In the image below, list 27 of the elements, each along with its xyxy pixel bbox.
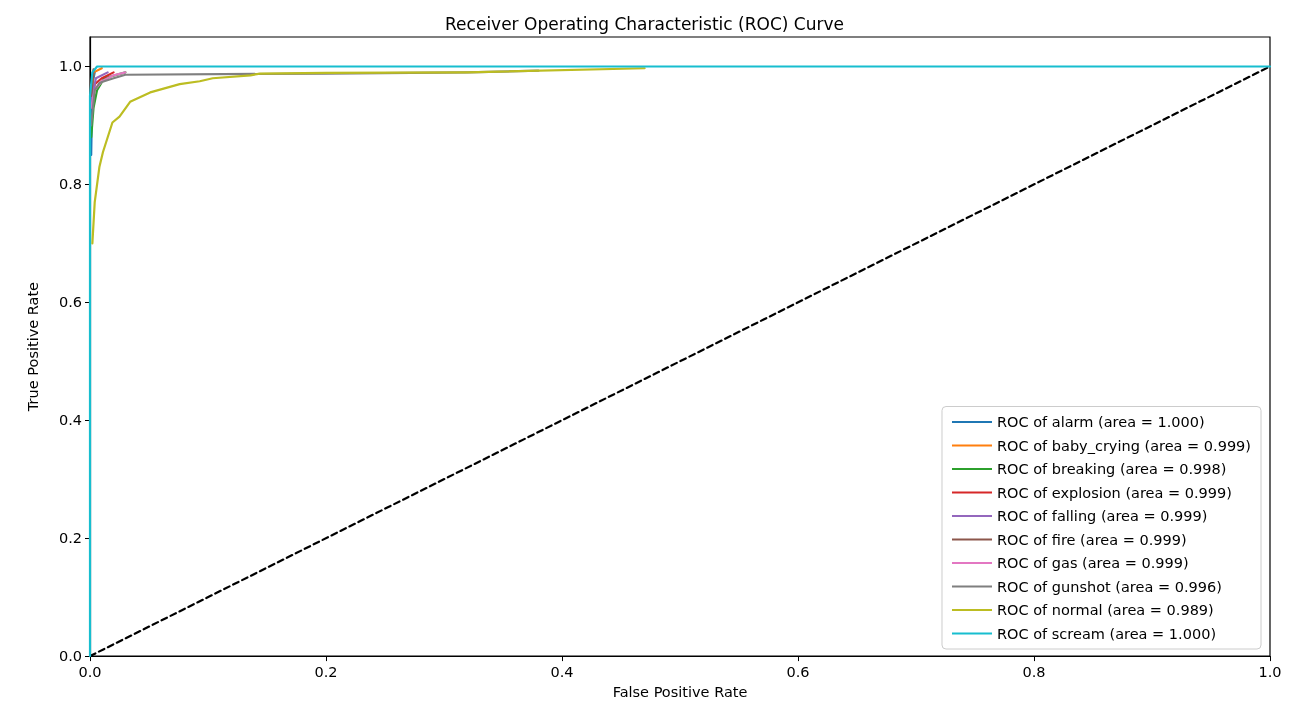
x-tick-label: 0.8 [1022,663,1046,680]
chart-title: Receiver Operating Characteristic (ROC) Curve [445,13,844,34]
y-tick-label: 1.0 [58,58,82,75]
x-tick-label: 1.0 [1258,663,1282,680]
line-series [90,71,127,109]
legend-label: ROC of fire (area = 0.999) [997,531,1187,548]
x-tick-label: 0.2 [314,663,338,680]
line-series [91,67,646,245]
y-tick-label: 0.6 [58,294,82,311]
y-tick-label: 0.8 [58,176,82,193]
y-tick-label: 0.2 [58,530,82,547]
legend-label: ROC of gas (area = 0.999) [997,555,1189,571]
legend-label: ROC of scream (area = 1.000) [997,625,1217,642]
legend-label: ROC of normal (area = 0.989) [997,602,1214,618]
legend-label: ROC of falling (area = 0.999) [997,508,1208,524]
legend-label: ROC of explosion (area = 0.999) [997,484,1232,501]
y-tick-label: 0.0 [58,648,82,665]
x-axis-title: False Positive Rate [612,683,748,700]
x-tick-label: 0.6 [786,663,810,680]
y-axis-title: True Positive Rate [24,281,41,413]
x-tick-label: 0.0 [78,663,102,680]
legend-label: ROC of gunshot (area = 0.996) [997,578,1222,595]
y-tick-label: 0.4 [58,412,82,429]
legend-label: ROC of breaking (area = 0.998) [997,461,1227,477]
legend-label: ROC of alarm (area = 1.000) [997,414,1205,430]
legend-label: ROC of baby_crying (area = 0.999) [997,437,1252,454]
x-tick-label: 0.4 [550,663,574,680]
